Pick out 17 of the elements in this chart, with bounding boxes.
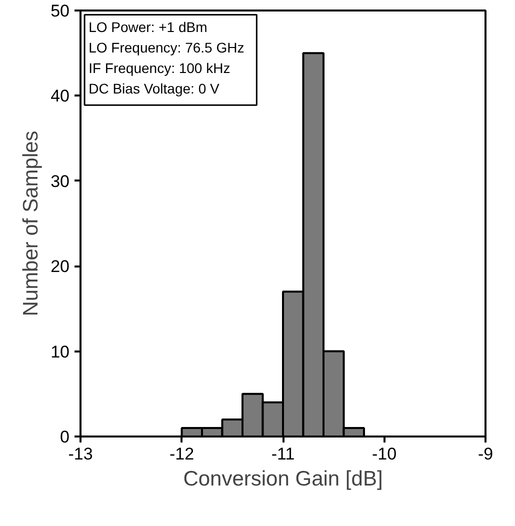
x-tick-label: -13 <box>68 444 93 464</box>
x-tick-label: -9 <box>478 444 494 464</box>
x-tick-label: -11 <box>271 444 295 464</box>
x-tick-label: -10 <box>372 444 397 464</box>
annotation: IF Frequency: 100 kHz <box>88 60 230 76</box>
annotation: DC Bias Voltage: 0 V <box>88 80 220 96</box>
annotation: LO Power: +1 dBm <box>88 19 208 36</box>
y-tick-label: 50 <box>50 2 70 20</box>
y-tick-label: 0 <box>60 428 70 446</box>
y-tick-label: 20 <box>50 257 70 276</box>
y-tick-label: 30 <box>50 172 70 191</box>
y-tick-label: 40 <box>50 86 70 106</box>
x-tick-label: -12 <box>169 444 194 464</box>
x-axis-title: Conversion Gain [dB] <box>183 468 383 490</box>
y-axis-title: Number of Samples <box>20 130 43 316</box>
annotation: LO Frequency: 76.5 GHz <box>88 39 244 56</box>
y-tick-label: 10 <box>50 342 70 362</box>
